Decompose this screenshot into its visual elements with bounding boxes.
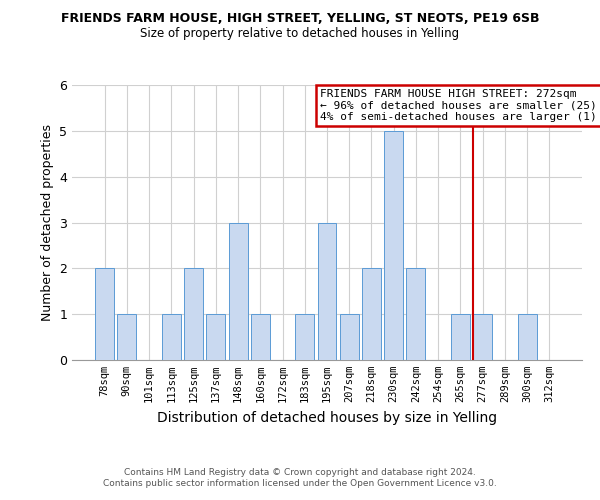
Bar: [162, 314, 181, 360]
Text: FRIENDS FARM HOUSE HIGH STREET: 272sqm
← 96% of detached houses are smaller (25): FRIENDS FARM HOUSE HIGH STREET: 272sqm ←…: [320, 88, 600, 122]
Bar: [317, 222, 337, 360]
Y-axis label: Number of detached properties: Number of detached properties: [41, 124, 53, 321]
Bar: [362, 268, 381, 360]
X-axis label: Distribution of detached houses by size in Yelling: Distribution of detached houses by size …: [157, 410, 497, 424]
Bar: [95, 268, 114, 360]
Text: Contains HM Land Registry data © Crown copyright and database right 2024.
Contai: Contains HM Land Registry data © Crown c…: [103, 468, 497, 487]
Bar: [229, 222, 248, 360]
Bar: [384, 131, 403, 360]
Bar: [118, 314, 136, 360]
Bar: [206, 314, 225, 360]
Bar: [295, 314, 314, 360]
Bar: [473, 314, 492, 360]
Bar: [518, 314, 536, 360]
Bar: [451, 314, 470, 360]
Bar: [184, 268, 203, 360]
Bar: [340, 314, 359, 360]
Text: FRIENDS FARM HOUSE, HIGH STREET, YELLING, ST NEOTS, PE19 6SB: FRIENDS FARM HOUSE, HIGH STREET, YELLING…: [61, 12, 539, 26]
Bar: [406, 268, 425, 360]
Text: Size of property relative to detached houses in Yelling: Size of property relative to detached ho…: [140, 28, 460, 40]
Bar: [251, 314, 270, 360]
